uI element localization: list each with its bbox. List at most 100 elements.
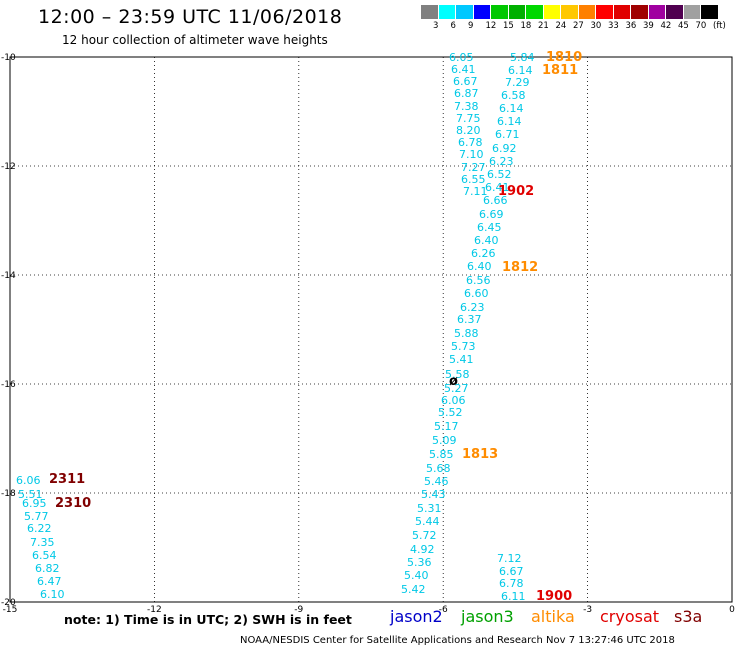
- coastline-mark: ø: [449, 374, 458, 389]
- wave-value: 8.20: [456, 124, 481, 137]
- legend-swatch: [491, 5, 509, 19]
- x-tick-label: -9: [294, 605, 303, 615]
- y-tick-label: -10: [1, 53, 16, 63]
- x-tick-label: 0: [729, 605, 735, 615]
- wave-value: 5.41: [449, 353, 474, 366]
- page-subtitle: 12 hour collection of altimeter wave hei…: [62, 33, 328, 47]
- legend-label: 3: [433, 21, 439, 31]
- wave-value: 5.51: [18, 488, 43, 501]
- map-frame: [9, 56, 733, 603]
- wave-value: 5.44: [415, 515, 440, 528]
- wave-value: 6.54: [32, 549, 57, 562]
- legend-swatch: [631, 5, 649, 19]
- wave-value: 5.27: [444, 382, 469, 395]
- wave-value: 6.55: [461, 173, 486, 186]
- legend-label: 15: [503, 21, 514, 31]
- wave-value: 5.88: [454, 327, 479, 340]
- wave-value: 6.87: [454, 87, 479, 100]
- pass-time-label: 1900: [536, 589, 572, 604]
- pass-time-label: 2310: [55, 496, 91, 511]
- satellite-s3a: s3a: [674, 607, 703, 626]
- legend-label: 27: [573, 21, 584, 31]
- wave-value: 7.38: [454, 100, 479, 113]
- wave-value: 4.92: [410, 543, 435, 556]
- wave-value: 5.58: [445, 368, 470, 381]
- wave-value: 6.05: [449, 51, 474, 64]
- legend-label: 24: [555, 21, 567, 31]
- credit-line: NOAA/NESDIS Center for Satellite Applica…: [240, 635, 675, 646]
- satellite-cryosat: cryosat: [600, 607, 660, 626]
- legend-label: 39: [643, 21, 654, 31]
- wave-value: 6.14: [499, 102, 524, 115]
- wave-value: 7.75: [456, 112, 481, 125]
- wave-value: 6.82: [35, 562, 60, 575]
- wave-value: 6.47: [37, 575, 62, 588]
- wave-value: 5.43: [421, 488, 446, 501]
- wave-value: 6.95: [22, 497, 47, 510]
- wave-value: 6.37: [457, 313, 482, 326]
- wave-value: 5.52: [438, 406, 463, 419]
- wave-value: 6.10: [40, 588, 65, 601]
- wave-value: 6.41: [485, 181, 510, 194]
- pass-time-label: 2311: [49, 472, 85, 487]
- wave-value: 6.69: [479, 208, 504, 221]
- legend-swatch: [683, 5, 701, 19]
- wave-value: 5.31: [417, 502, 442, 515]
- wave-value: 7.29: [505, 76, 530, 89]
- wave-value: 6.60: [464, 287, 489, 300]
- legend-swatch: [561, 5, 579, 19]
- legend-swatch: [438, 5, 456, 19]
- wave-value: 5.17: [434, 420, 459, 433]
- page-title: 12:00 – 23:59 UTC 11/06/2018: [38, 6, 343, 28]
- wave-value: 6.40: [474, 234, 499, 247]
- legend-swatch: [648, 5, 666, 19]
- pass-time-label: 1902: [498, 184, 534, 199]
- legend-label: 30: [590, 21, 602, 31]
- legend-swatch: [666, 5, 684, 19]
- wave-value: 5.72: [412, 529, 437, 542]
- y-tick-label: -14: [1, 271, 16, 281]
- legend-swatch: [578, 5, 596, 19]
- legend-swatch: [526, 5, 544, 19]
- wave-value: 5.77: [24, 510, 49, 523]
- wave-value: 6.26: [471, 247, 496, 260]
- y-tick-label: -18: [1, 489, 16, 499]
- legend-swatch: [473, 5, 491, 19]
- wave-value: 5.85: [429, 448, 454, 461]
- wave-value: 6.67: [453, 75, 478, 88]
- wave-values: 6.056.416.676.877.387.758.206.787.107.27…: [16, 51, 535, 603]
- wave-value: 5.09: [432, 434, 457, 447]
- wave-value: 6.58: [501, 89, 526, 102]
- pass-time-label: 1812: [502, 260, 538, 275]
- wave-value: 7.27: [461, 161, 486, 174]
- axis-ticks: -15 -12 -9 -6 -3 0 -10 -12 -14 -16 -18 -20: [1, 53, 735, 615]
- wave-value: 6.14: [508, 64, 533, 77]
- wave-value: 6.45: [477, 221, 502, 234]
- wave-value: 6.40: [467, 260, 492, 273]
- wave-value: 6.14: [497, 115, 522, 128]
- legend-label: 42: [660, 21, 672, 31]
- wave-value: 6.06: [16, 474, 41, 487]
- legend-swatch: [543, 5, 561, 19]
- legend-label: (ft): [713, 21, 726, 31]
- wave-value: 6.71: [495, 128, 520, 141]
- wave-value: 6.66: [483, 194, 508, 207]
- wave-value: 5.73: [451, 340, 476, 353]
- y-tick-label: -12: [1, 162, 16, 172]
- wave-value: 6.78: [499, 577, 524, 590]
- wave-value: 6.92: [492, 142, 517, 155]
- legend-swatch: [456, 5, 474, 19]
- y-tick-label: -16: [1, 380, 16, 390]
- color-legend: [421, 5, 719, 19]
- wave-value: 6.41: [451, 63, 476, 76]
- wave-value: 5.46: [424, 475, 449, 488]
- legend-swatch: [701, 5, 719, 19]
- x-tick-label: -3: [583, 605, 592, 615]
- footer-note: note: 1) Time is in UTC; 2) SWH is in fe…: [64, 612, 352, 627]
- y-tick-label: -20: [1, 598, 16, 608]
- wave-value: 6.11: [501, 590, 526, 603]
- legend-label: 45: [678, 21, 689, 31]
- wave-value: 5.84: [510, 51, 535, 64]
- legend-label: 21: [538, 21, 549, 31]
